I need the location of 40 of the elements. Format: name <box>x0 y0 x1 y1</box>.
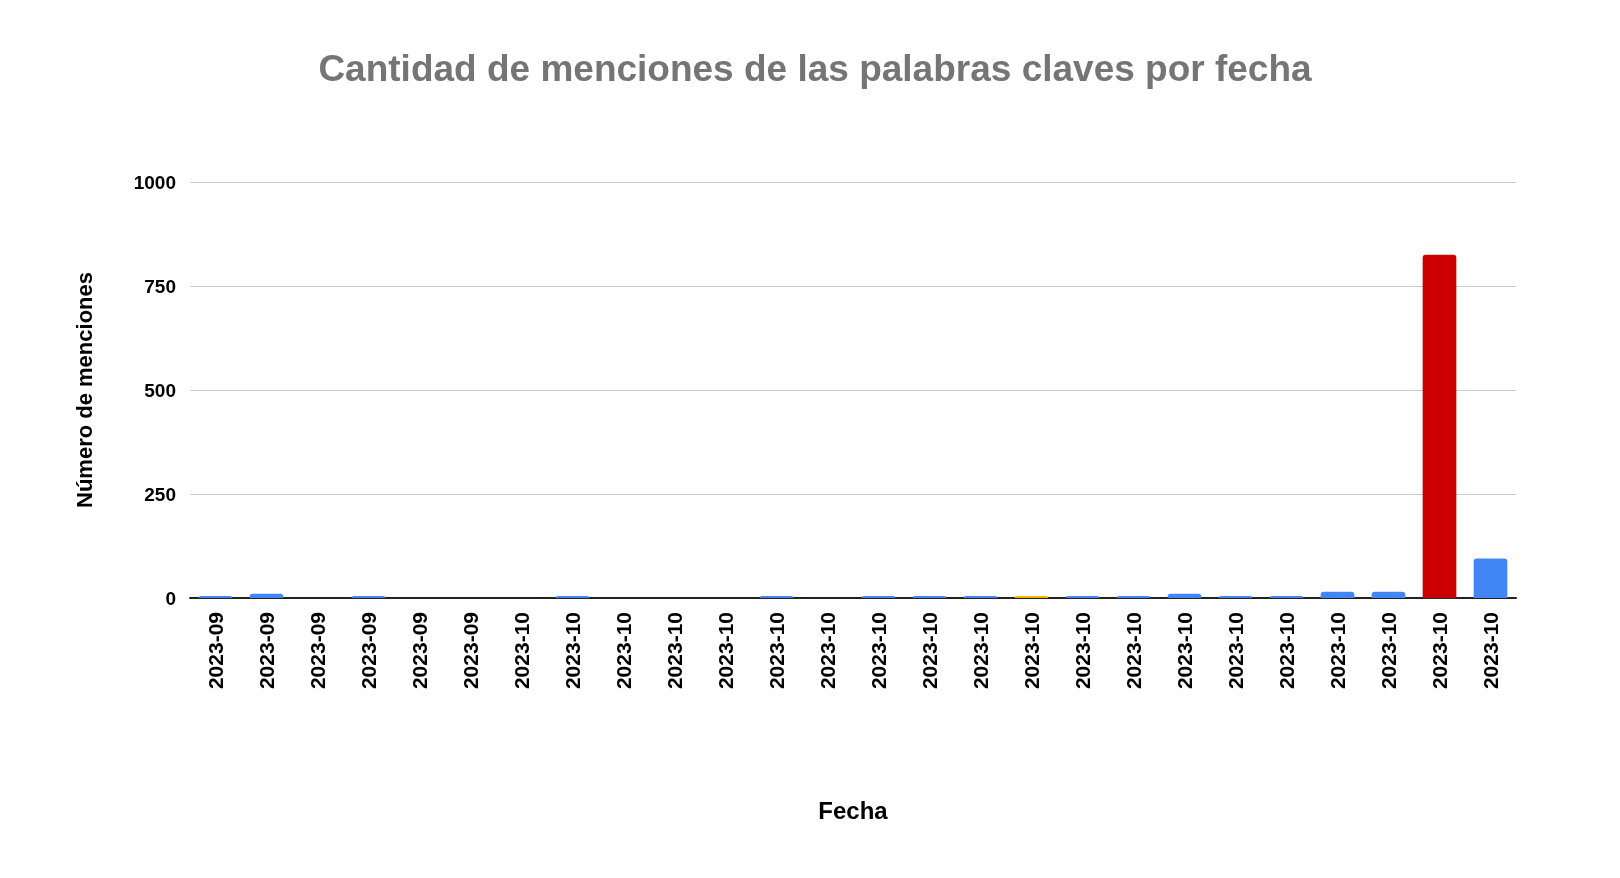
bar <box>1473 558 1508 598</box>
x-tick-label: 2023-10 <box>1020 612 1043 690</box>
x-axis-title: Fecha <box>818 796 889 824</box>
x-tick-label: 2023-09 <box>459 612 482 690</box>
x-tick-label: 2023-10 <box>714 612 737 690</box>
x-tick-label: 2023-10 <box>816 612 839 690</box>
x-tick-label: 2023-10 <box>969 612 992 690</box>
x-tick-label: 2023-10 <box>918 612 941 690</box>
x-tick-label: 2023-10 <box>1428 612 1451 690</box>
bar <box>1167 593 1202 598</box>
y-axis-title: Número de menciones <box>71 272 97 508</box>
x-tick-label: 2023-10 <box>561 612 584 690</box>
y-tick-label: 1000 <box>133 171 176 193</box>
x-tick-label: 2023-10 <box>1275 612 1298 690</box>
x-tick-label: 2023-10 <box>1326 612 1349 690</box>
x-tick-label: 2023-10 <box>1071 612 1094 690</box>
x-tick-label: 2023-09 <box>357 612 380 690</box>
bar <box>1371 591 1406 598</box>
x-tick-label: 2023-09 <box>255 612 278 690</box>
x-tick-label: 2023-10 <box>867 612 890 690</box>
chart-title: Cantidad de menciones de las palabras claves por fecha <box>318 48 1313 89</box>
bar <box>249 593 284 598</box>
x-tick-label: 2023-10 <box>1479 612 1502 690</box>
x-tick-label: 2023-10 <box>1122 612 1145 690</box>
x-tick-label: 2023-09 <box>408 612 431 690</box>
x-tick-label: 2023-09 <box>204 612 227 690</box>
x-tick-label: 2023-10 <box>1173 612 1196 690</box>
x-tick-label: 2023-10 <box>765 612 788 690</box>
y-tick-label: 0 <box>165 587 176 609</box>
y-tick-label: 500 <box>144 379 176 401</box>
bar <box>1422 254 1457 598</box>
x-tick-label: 2023-10 <box>1224 612 1247 690</box>
bar <box>1320 591 1355 598</box>
x-tick-label: 2023-10 <box>1377 612 1400 690</box>
y-tick-label: 750 <box>144 275 176 297</box>
x-tick-label: 2023-10 <box>612 612 635 690</box>
x-tick-label: 2023-09 <box>306 612 329 690</box>
x-tick-label: 2023-10 <box>510 612 533 690</box>
x-tick-label: 2023-10 <box>663 612 686 690</box>
y-tick-label: 250 <box>144 483 176 505</box>
